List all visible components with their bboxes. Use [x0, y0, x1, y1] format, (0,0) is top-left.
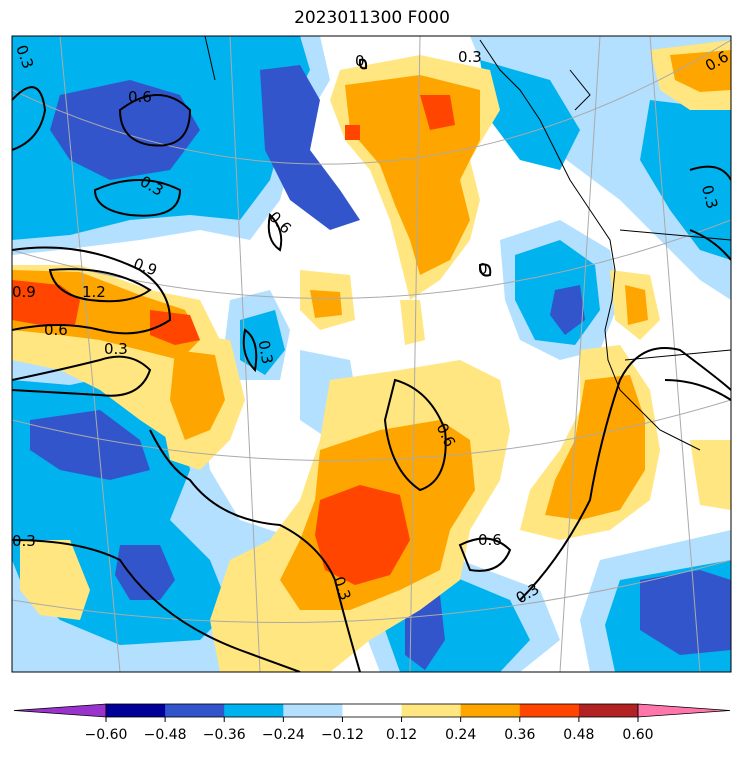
coastline [204, 36, 731, 451]
colorbar-tick-label: 0.60 [622, 727, 653, 743]
colorbar-extend-high [637, 703, 731, 718]
contour-label: 0.6 [44, 321, 68, 339]
contour-label: 0 [355, 52, 365, 70]
map-area: 0.3 0.6 0.3 0.6 0.9 1.2 0.9 0.6 0.3 0.3 … [12, 36, 731, 672]
colorbar-segment [106, 704, 166, 717]
colorbar-segment [401, 704, 462, 717]
red-orange-fill [12, 95, 455, 585]
contour-label: 0.6 [478, 531, 502, 549]
colorbar-segment [342, 704, 403, 717]
colorbar-tick-label: −0.36 [203, 727, 246, 743]
contour-label: 0.6 [128, 88, 152, 106]
contour-label: 0.3 [12, 532, 36, 550]
contour-label: 0.3 [458, 48, 482, 66]
deep-blue-fill [30, 65, 731, 670]
contour-lines [12, 58, 731, 672]
map-frame [11, 35, 732, 673]
map-title: 2023011300 F000 [294, 8, 450, 28]
contour-label: 0 [478, 260, 488, 278]
contour-label: 1.2 [82, 283, 106, 301]
colorbar: −0.60 −0.48 −0.36 −0.24 −0.12 0.12 0.24 0.36 0.4… [13, 703, 731, 743]
colorbar-tick-label: −0.60 [85, 727, 128, 743]
colorbar-tick-label: −0.48 [144, 727, 187, 743]
colorbar-tick-label: 0.12 [386, 727, 417, 743]
colorbar-segment [224, 704, 284, 717]
colorbar-segment [165, 704, 225, 717]
colorbar-segment [578, 704, 639, 717]
contour-label: 0.3 [255, 339, 277, 366]
colorbar-tick-label: 0.48 [563, 727, 594, 743]
colorbar-tick-label: 0.24 [445, 727, 476, 743]
contour-label: 0.9 [12, 283, 36, 301]
contour-label: 0.3 [104, 340, 128, 358]
colorbar-tick-label: 0.36 [504, 727, 535, 743]
colorbar-outline [105, 703, 639, 718]
colorbar-tick-label: −0.12 [321, 727, 364, 743]
colorbar-extend-low [13, 703, 107, 718]
contour-label: 0.3 [698, 183, 722, 211]
colorbar-segment [460, 704, 521, 717]
colorbar-segment [519, 704, 580, 717]
colorbar-segment [283, 704, 343, 717]
colorbar-tick-label: −0.24 [262, 727, 305, 743]
